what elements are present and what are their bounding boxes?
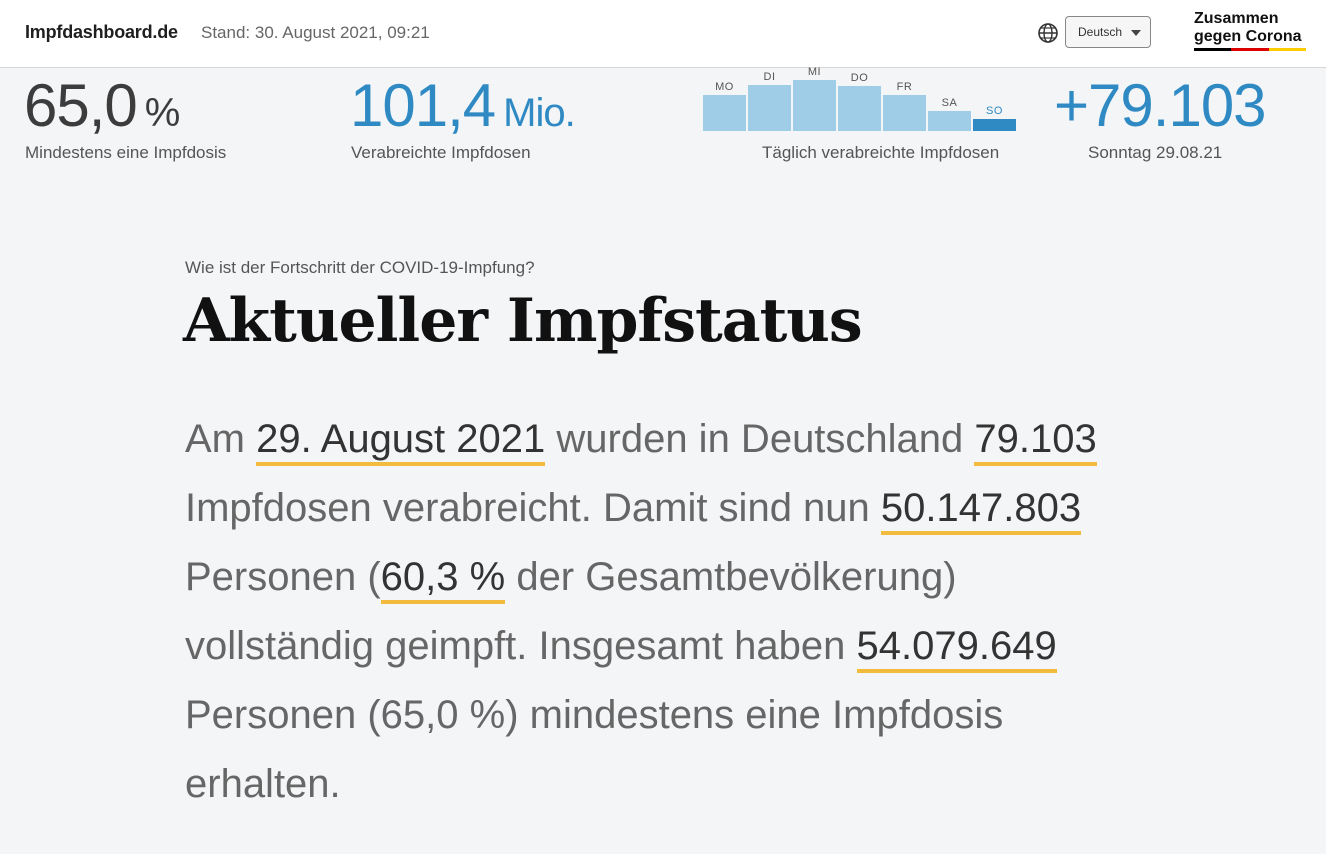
bar-day-mi: MI — [793, 65, 836, 131]
bar — [973, 119, 1016, 131]
bar — [883, 95, 926, 131]
bar-day-so: SO — [973, 65, 1016, 131]
total-doses-label: Verabreichte Impfdosen — [351, 143, 531, 162]
logo-line-2: gegen Corona — [1194, 28, 1302, 45]
daily-doses-label: Täglich verabreichte Impfdosen — [762, 143, 1000, 162]
latest-doses-label: Sonntag 29.08.21 — [1088, 143, 1223, 162]
daily-doses-chart: MO DI MI DO FR SA SO — [703, 65, 1019, 131]
text-segment: Impfdosen verabreicht. Damit sind nun — [185, 486, 881, 530]
status-paragraph: Am 29. August 2021 wurden in Deutschland… — [185, 405, 1145, 819]
bar — [838, 86, 881, 131]
zusammen-gegen-corona-logo[interactable]: Zusammen gegen Corona — [1194, 10, 1306, 51]
highlight-fully-pct: 60,3 % — [380, 555, 506, 604]
bar-label: MI — [807, 66, 822, 78]
text-segment: Personen ( — [185, 555, 381, 599]
first-dose-unit: % — [144, 91, 181, 135]
bar — [793, 80, 836, 131]
bar-day-di: DI — [748, 65, 791, 131]
language-select-value: Deutsch — [1078, 25, 1123, 39]
bar-label: DI — [763, 71, 776, 83]
latest-doses-value: +79.103 — [1054, 72, 1267, 139]
bar-day-sa: SA — [928, 65, 971, 131]
top-bar: Impfdashboard.de Stand: 30. August 2021,… — [0, 0, 1326, 68]
highlight-daily-doses: 79.103 — [974, 417, 1097, 466]
total-doses-value: 101,4 — [350, 72, 496, 139]
globe-icon[interactable] — [1037, 22, 1059, 44]
data-timestamp: Stand: 30. August 2021, 09:21 — [201, 23, 430, 42]
logo-line-1: Zusammen — [1194, 10, 1279, 27]
bar-day-do: DO — [838, 65, 881, 131]
text-segment: Am — [185, 417, 257, 461]
first-dose-label: Mindestens eine Impfdosis — [25, 143, 227, 162]
total-doses-stat: 101,4 Mio. — [350, 76, 576, 143]
bar-label: DO — [850, 72, 869, 84]
page-title: Aktueller Impfstatus — [183, 286, 863, 356]
highlight-at-least-one: 54.079.649 — [856, 624, 1057, 673]
bar-label: SO — [986, 105, 1003, 117]
highlight-fully-vaccinated: 50.147.803 — [880, 486, 1082, 535]
bar-day-fr: FR — [883, 65, 926, 131]
bar-label: FR — [896, 81, 913, 93]
site-brand-link[interactable]: Impfdashboard.de — [25, 22, 178, 42]
first-dose-value: 65,0 — [24, 72, 138, 139]
chevron-down-icon — [1131, 30, 1141, 36]
text-segment: Personen (65,0 %) mindestens eine Impfdo… — [185, 693, 1004, 806]
bar — [928, 111, 971, 131]
language-select[interactable]: Deutsch — [1065, 16, 1151, 48]
highlight-date: 29. August 2021 — [256, 417, 546, 466]
text-segment: der Gesamtbevölkerung) vollständig geimp… — [185, 555, 957, 668]
bar-day-mo: MO — [703, 65, 746, 131]
bar — [748, 85, 791, 131]
first-dose-stat: 65,0% — [24, 76, 181, 143]
bar-label: SA — [941, 97, 958, 109]
section-kicker: Wie ist der Fortschritt der COVID-19-Imp… — [185, 258, 535, 277]
bar-label: MO — [715, 81, 734, 93]
flag-stripe — [1194, 48, 1306, 51]
total-doses-unit: Mio. — [503, 91, 576, 135]
text-segment: wurden in Deutschland — [545, 417, 975, 461]
bar — [703, 95, 746, 131]
